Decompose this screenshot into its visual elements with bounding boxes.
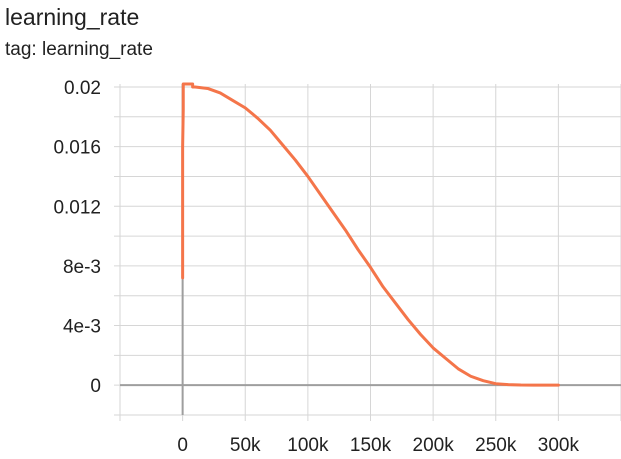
y-tick-label: 4e-3	[63, 317, 101, 338]
x-tick-label: 0	[177, 435, 188, 456]
x-tick-label: 100k	[287, 435, 329, 456]
series-line-learning_rate	[181, 82, 560, 387]
x-tick-label: 200k	[413, 435, 455, 456]
chart-tag-label: tag: learning_rate	[5, 39, 153, 60]
y-tick-label: 0.02	[64, 78, 101, 99]
y-tick-label: 0.016	[53, 138, 101, 159]
y-tick-label: 0	[90, 376, 101, 397]
y-tick-label: 8e-3	[63, 257, 101, 278]
tick-label-layer: 0 50k 100k 150k 200k 250k 300k 0 4e-3 8e-3 0.012 0.…	[53, 78, 579, 456]
y-tick-label: 0.012	[53, 197, 101, 218]
x-tick-label: 50k	[230, 435, 261, 456]
x-tick-label: 150k	[350, 435, 392, 456]
x-tick-label: 300k	[538, 435, 580, 456]
grid-layer	[114, 84, 621, 421]
series-layer	[181, 82, 560, 387]
x-tick-label: 250k	[475, 435, 517, 456]
chart-title: learning_rate	[5, 4, 140, 30]
